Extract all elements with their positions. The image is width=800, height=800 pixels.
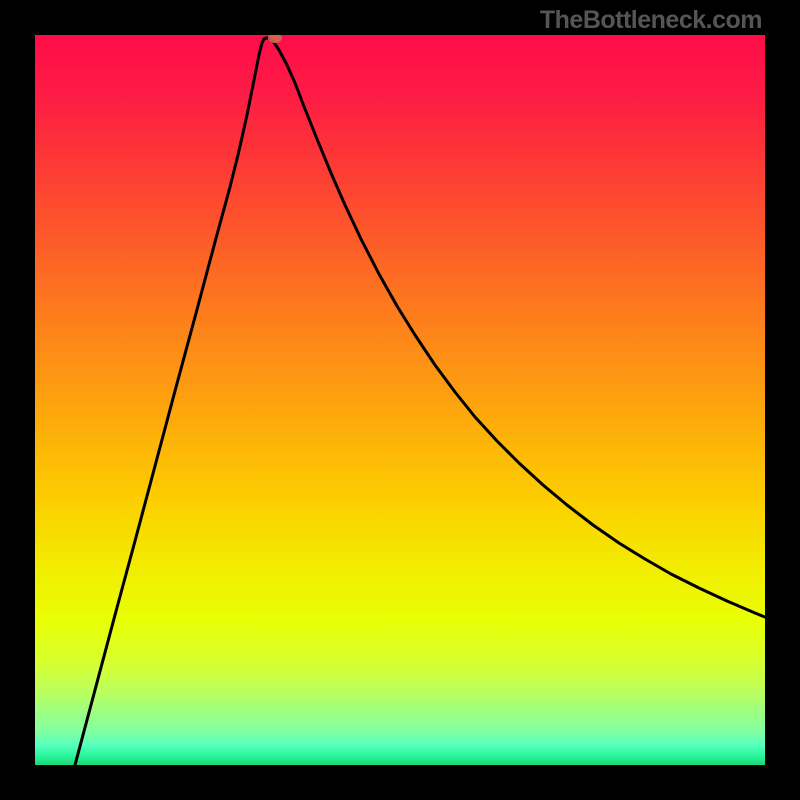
- bottleneck-curve-chart: [35, 35, 765, 765]
- watermark-text: TheBottleneck.com: [540, 6, 762, 35]
- plot-area: [35, 35, 765, 765]
- gradient-background: [35, 35, 765, 765]
- chart-container: TheBottleneck.com: [0, 0, 800, 800]
